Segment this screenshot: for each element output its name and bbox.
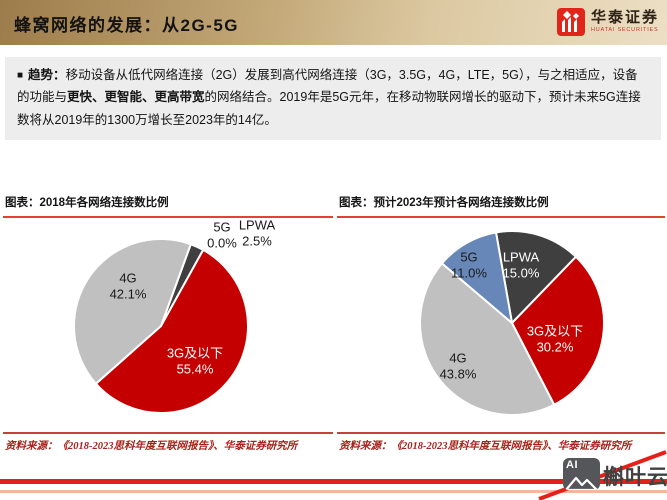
- pie-label-5G: 5G 0.0%: [207, 219, 237, 250]
- mountain-icon: [564, 476, 599, 490]
- trend-text-1: 移动设备从低代网络连接（2G）发展到高代网络连接（3G，3.5G，4G，LTE，…: [17, 68, 638, 105]
- pie-label-3G及以下: 3G及以下 30.2%: [526, 323, 584, 354]
- watermark: AI 槲叶云: [537, 450, 667, 500]
- watermark-diagonal-line: [538, 450, 667, 500]
- chart-title-2018: 图表：2018年各网络连接数比例: [3, 188, 333, 218]
- header-band: 蜂窝网络的发展：从2G-5G 华泰证券 HUATAI SECURITIES: [0, 0, 667, 45]
- pie-label-3G及以下: 3G及以下 55.4%: [166, 345, 224, 376]
- pie-slice-LPWA: [495, 230, 577, 324]
- pie-chart-2018: 5G 0.0% LPWA 2.5% 3G及以下 55.4% 4G 42.1%: [3, 217, 333, 432]
- pie-label-LPWA: LPWA 15.0%: [502, 249, 540, 280]
- trend-summary: ■ 趋势：移动设备从低代网络连接（2G）发展到高代网络连接（3G，3.5G，4G，…: [5, 57, 661, 140]
- footer-rule-thin: [0, 490, 667, 493]
- watermark-text: 槲叶云: [603, 466, 667, 489]
- chart-section-2018: 图表：2018年各网络连接数比例 5G 0.0% LPWA 2.5% 3G及以下 55.4…: [3, 188, 333, 453]
- pie-label-4G: 4G 43.8%: [439, 350, 477, 381]
- watermark-ai-image-icon: AI: [563, 458, 600, 490]
- logo-text-cn: 华泰证券: [590, 9, 659, 27]
- page-title: 蜂窝网络的发展：从2G-5G: [14, 16, 240, 35]
- trend-label: 趋势：: [28, 68, 66, 82]
- source-note-left: 资料来源：《2018-2023思科年度互联网报告》、华泰证券研究所: [3, 432, 333, 453]
- logo-text: 华泰证券 HUATAI SECURITIES: [591, 10, 659, 33]
- pie-label-LPWA: LPWA 2.5%: [238, 217, 276, 248]
- pie-label-5G: 5G 11.0%: [451, 249, 487, 280]
- bullet-square-icon: ■: [17, 70, 24, 81]
- pie-slice-4G: [419, 262, 556, 416]
- huatai-logo-icon: [556, 8, 585, 36]
- pie-slice-4G: [73, 238, 192, 385]
- chart-section-2023: 图表：预计2023年预计各网络连接数比例 LPWA 15.0% 3G及以下 30.2%…: [337, 188, 665, 453]
- pie-slice-3G及以下: [511, 255, 605, 406]
- pie-label-4G: 4G 42.1%: [109, 270, 147, 301]
- source-note-right: 资料来源：《2018-2023思科年度互联网报告》、华泰证券研究所: [337, 432, 665, 453]
- trend-text-2: 的网络结合。2019年是5G元年，在移动物联网增长的驱动下，预计未来5G连接数将…: [17, 90, 641, 127]
- watermark-ai-label: AI: [566, 459, 578, 471]
- pie-slice-3G及以下: [94, 248, 249, 414]
- footer-rule-thick: [0, 479, 667, 484]
- huatai-logo: 华泰证券 HUATAI SECURITIES: [556, 8, 659, 36]
- pie-slice-5G: [440, 231, 513, 324]
- pie-chart-2023: LPWA 15.0% 3G及以下 30.2% 4G 43.8% 5G 11.0%: [337, 218, 665, 432]
- chart-title-2023: 图表：预计2023年预计各网络连接数比例: [337, 188, 665, 218]
- trend-highlight: 更快、更智能、更高带宽: [67, 90, 205, 105]
- logo-text-en: HUATAI SECURITIES: [590, 26, 659, 33]
